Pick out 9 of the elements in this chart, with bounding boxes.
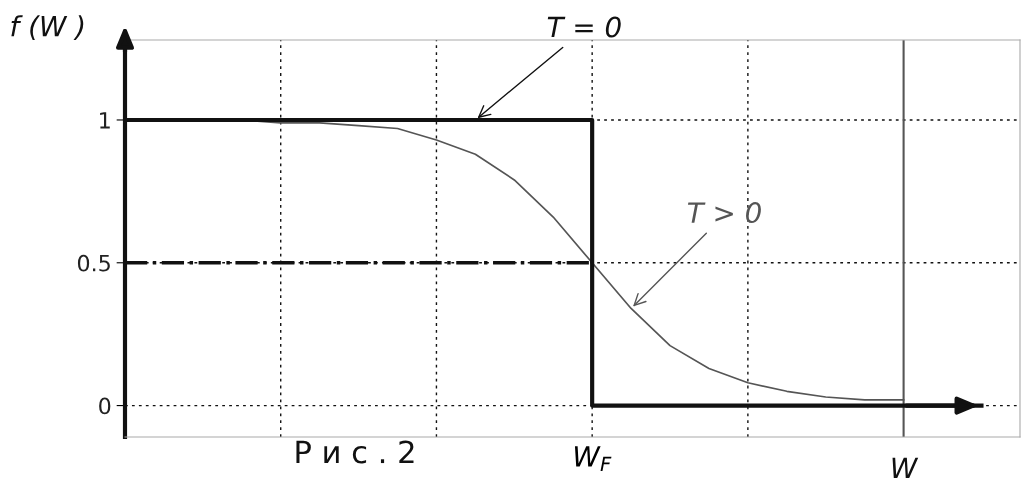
y-tick-label: 0.5 — [77, 254, 110, 272]
y-tick-label: 1 — [100, 112, 110, 129]
x-axis-title: W — [892, 457, 919, 478]
x-tick-label: W$_{F}$ — [574, 446, 612, 471]
text: T > 0 — [687, 202, 761, 224]
y-axis-title: f (W ) — [11, 15, 84, 40]
text: Р и с . 2 — [296, 440, 414, 464]
text: T = 0 — [547, 16, 621, 38]
y-tick-label: 0 — [99, 397, 111, 415]
